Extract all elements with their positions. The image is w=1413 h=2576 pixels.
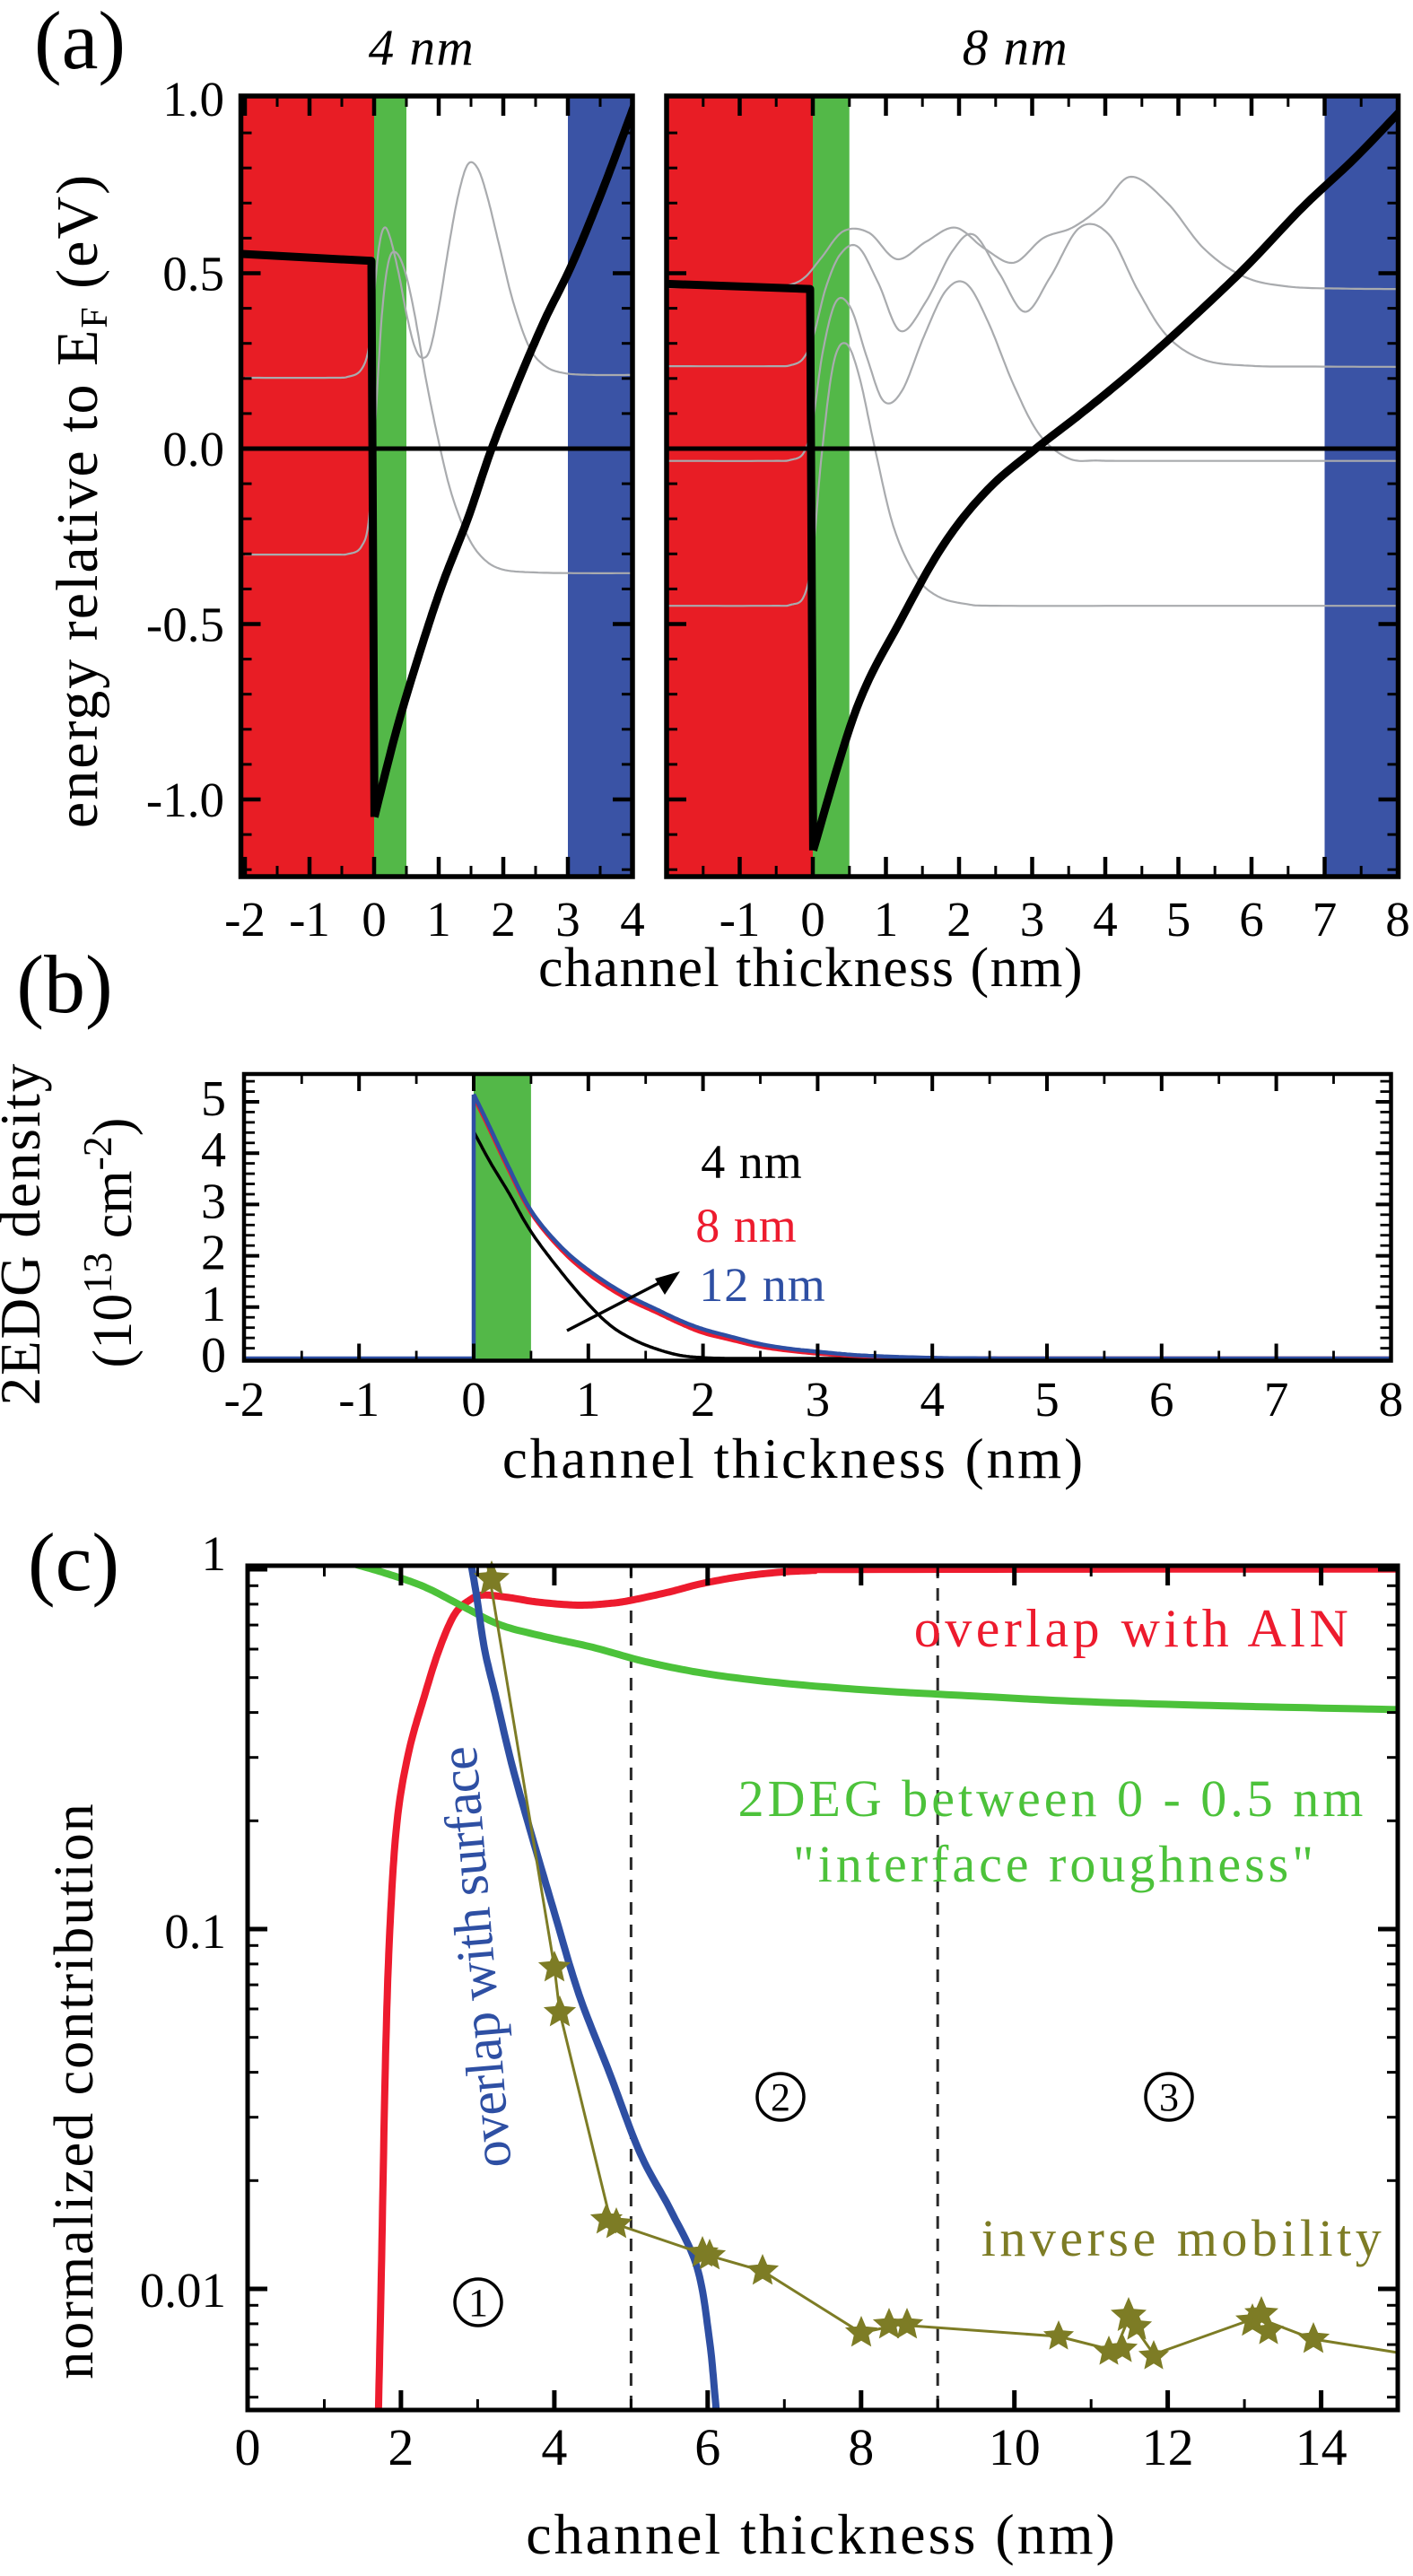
svg-text:(1013 cm-2): (1013 cm-2) bbox=[74, 1118, 144, 1368]
svg-text:-1: -1 bbox=[289, 892, 330, 947]
svg-text:1: 1 bbox=[468, 2281, 488, 2325]
svg-text:8: 8 bbox=[848, 2418, 874, 2476]
svg-text:1.0: 1.0 bbox=[162, 72, 224, 127]
svg-text:3: 3 bbox=[1159, 2075, 1179, 2119]
svg-text:2: 2 bbox=[771, 2075, 790, 2119]
svg-text:energy relative to EF (eV): energy relative to EF (eV) bbox=[45, 173, 116, 828]
svg-text:4: 4 bbox=[201, 1122, 226, 1178]
svg-text:-2: -2 bbox=[224, 892, 266, 947]
svg-text:0: 0 bbox=[362, 892, 387, 947]
svg-text:normalized contribution: normalized contribution bbox=[44, 1802, 105, 2379]
svg-text:3: 3 bbox=[555, 892, 580, 947]
svg-text:channel thickness (nm): channel thickness (nm) bbox=[526, 2502, 1118, 2566]
svg-text:-1: -1 bbox=[720, 892, 761, 947]
svg-text:3: 3 bbox=[201, 1174, 226, 1229]
svg-text:0: 0 bbox=[461, 1372, 486, 1427]
svg-text:2: 2 bbox=[491, 892, 516, 947]
svg-text:channel thickness (nm): channel thickness (nm) bbox=[538, 938, 1084, 999]
svg-text:8: 8 bbox=[1379, 1372, 1404, 1427]
svg-text:2DEG between 0 - 0.5 nm: 2DEG between 0 - 0.5 nm bbox=[738, 1769, 1367, 1828]
svg-text:(b): (b) bbox=[16, 939, 112, 1030]
svg-text:6: 6 bbox=[1149, 1372, 1174, 1427]
svg-text:1: 1 bbox=[576, 1372, 601, 1427]
svg-text:(c): (c) bbox=[28, 1516, 119, 1608]
svg-text:14: 14 bbox=[1295, 2418, 1348, 2476]
svg-text:2EDG density: 2EDG density bbox=[0, 1062, 52, 1406]
svg-text:-1.0: -1.0 bbox=[146, 773, 224, 827]
svg-text:4: 4 bbox=[1093, 892, 1118, 947]
svg-text:4 nm: 4 nm bbox=[369, 20, 475, 76]
svg-text:0.0: 0.0 bbox=[162, 422, 224, 476]
svg-text:4: 4 bbox=[541, 2418, 567, 2476]
svg-text:0: 0 bbox=[800, 892, 825, 947]
svg-text:4 nm: 4 nm bbox=[701, 1135, 803, 1189]
svg-text:7: 7 bbox=[1313, 892, 1338, 947]
svg-text:overlap with AlN: overlap with AlN bbox=[914, 1599, 1353, 1658]
svg-text:8 nm: 8 nm bbox=[963, 20, 1068, 76]
svg-text:6: 6 bbox=[1239, 892, 1264, 947]
svg-text:6: 6 bbox=[694, 2418, 720, 2476]
svg-text:0.01: 0.01 bbox=[140, 2263, 226, 2318]
svg-text:1: 1 bbox=[426, 892, 451, 947]
svg-text:0.5: 0.5 bbox=[162, 247, 224, 301]
svg-text:8: 8 bbox=[1385, 892, 1410, 947]
svg-text:2: 2 bbox=[691, 1372, 716, 1427]
svg-text:1: 1 bbox=[201, 1277, 226, 1332]
svg-text:3: 3 bbox=[806, 1372, 831, 1427]
svg-text:-1: -1 bbox=[338, 1372, 379, 1427]
svg-text:"interface roughness": "interface roughness" bbox=[793, 1835, 1317, 1893]
svg-text:-2: -2 bbox=[223, 1372, 265, 1427]
svg-text:2: 2 bbox=[946, 892, 972, 947]
svg-text:channel thickness (nm): channel thickness (nm) bbox=[502, 1428, 1086, 1490]
svg-text:1: 1 bbox=[202, 1526, 227, 1581]
svg-text:4: 4 bbox=[920, 1372, 945, 1427]
svg-text:4: 4 bbox=[620, 892, 645, 947]
svg-text:inverse mobility: inverse mobility bbox=[981, 2209, 1386, 2267]
svg-text:8 nm: 8 nm bbox=[695, 1199, 798, 1253]
svg-text:12: 12 bbox=[1142, 2418, 1194, 2476]
svg-text:0.1: 0.1 bbox=[164, 1904, 226, 1959]
svg-text:5: 5 bbox=[1166, 892, 1191, 947]
svg-text:2: 2 bbox=[201, 1226, 226, 1281]
svg-text:0: 0 bbox=[201, 1328, 226, 1384]
svg-text:3: 3 bbox=[1020, 892, 1045, 947]
svg-text:5: 5 bbox=[1034, 1372, 1060, 1427]
svg-text:(a): (a) bbox=[34, 0, 126, 86]
svg-text:0: 0 bbox=[235, 2418, 261, 2476]
svg-text:2: 2 bbox=[388, 2418, 414, 2476]
svg-text:1: 1 bbox=[874, 892, 899, 947]
svg-text:7: 7 bbox=[1264, 1372, 1289, 1427]
svg-text:-0.5: -0.5 bbox=[146, 598, 224, 652]
svg-text:5: 5 bbox=[201, 1071, 226, 1127]
svg-text:overlap with surface: overlap with surface bbox=[429, 1745, 523, 2170]
svg-text:12 nm: 12 nm bbox=[699, 1258, 826, 1312]
svg-text:10: 10 bbox=[989, 2418, 1041, 2476]
